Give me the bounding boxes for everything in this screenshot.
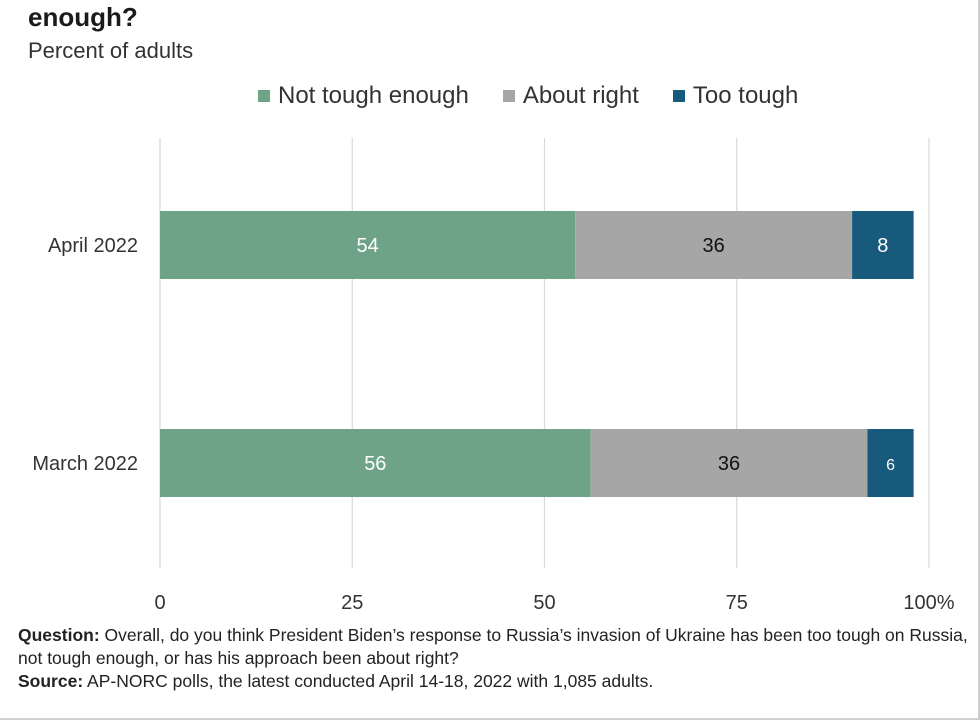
source-note: Source: AP-NORC polls, the latest conduc… (18, 670, 968, 693)
question-label: Question: (18, 625, 100, 645)
bar-segment-0-2 (852, 211, 914, 279)
legend-swatch-too-tough (672, 90, 685, 102)
x-tick-label-0: 0 (154, 592, 165, 614)
legend: Not tough enough About right Too tough (258, 82, 798, 110)
legend-label-not-tough-enough: Not tough enough (278, 82, 469, 109)
data-label-0-1: 36 (703, 235, 725, 257)
bar-segment-1-2 (867, 429, 914, 497)
source-text: AP-NORC polls, the latest conducted Apri… (83, 671, 654, 691)
legend-label-too-tough: Too tough (692, 82, 799, 109)
data-label-1-0: 56 (364, 453, 386, 475)
chart-title: enough? (28, 2, 138, 32)
legend-swatch-about-right (502, 90, 515, 102)
legend-label-about-right: About right (522, 82, 639, 109)
legend-item-not-tough-enough: Not tough enough (258, 82, 469, 110)
x-tick-label-2: 50 (533, 592, 555, 614)
footer: Question: Overall, do you think Presiden… (18, 624, 968, 693)
x-tick-label-1: 25 (341, 592, 363, 614)
data-label-1-2: 6 (886, 457, 895, 474)
bar-segment-0-1 (575, 211, 853, 279)
data-label-0-2: 8 (877, 235, 888, 257)
bar-segment-0-0 (160, 211, 576, 279)
source-label: Source: (18, 671, 84, 691)
data-label-1-1: 36 (718, 453, 740, 475)
legend-item-too-tough: Too tough (672, 82, 799, 110)
category-label-0: April 2022 (48, 235, 138, 257)
bar-segment-1-0 (160, 429, 591, 497)
x-tick-label-3: 75 (726, 592, 748, 614)
question-note: Question: Overall, do you think Presiden… (18, 624, 968, 670)
data-label-0-0: 54 (357, 235, 379, 257)
legend-swatch-not-tough-enough (258, 90, 270, 102)
question-text: Overall, do you think President Biden’s … (18, 625, 968, 668)
bar-segment-1-1 (590, 429, 868, 497)
legend-item-about-right: About right (502, 82, 639, 110)
category-label-1: March 2022 (32, 453, 138, 475)
chart-subtitle: Percent of adults (28, 38, 194, 63)
x-tick-label-4: 100% (903, 592, 954, 614)
stacked-bar-chart: 0 25 50 75 100% April 2022 54 36 8 March 2022 56 36… (32, 138, 955, 614)
